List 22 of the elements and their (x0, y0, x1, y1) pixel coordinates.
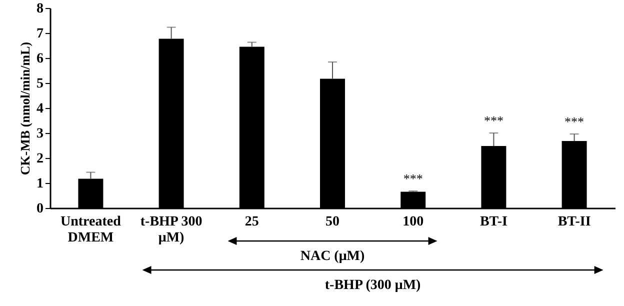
x-tick-label: Untreated DMEM (60, 214, 122, 246)
x-tick-label: BT-I (480, 214, 508, 230)
y-tick-label: 6 (36, 52, 44, 66)
y-tick-label: 8 (36, 2, 44, 16)
annotation: *** (484, 113, 504, 128)
y-tick-label: 5 (36, 76, 44, 92)
y-tick-label: 1 (36, 176, 44, 192)
y-tick-label: 3 (36, 126, 44, 142)
y-axis-title: CK-MB (nmol/min/mL) (18, 42, 32, 176)
text: NAC (μM) (300, 249, 365, 264)
x-tick-label: BT-II (558, 214, 591, 230)
x-tick-label: 25 (244, 214, 259, 230)
annotation: *** (403, 171, 423, 186)
y-tick-label: 0 (36, 202, 44, 216)
x-tick-label: t-BHP 300 μM) (140, 214, 202, 246)
y-tick-label: 7 (36, 26, 44, 42)
text: t-BHP (300 μM) (324, 278, 422, 293)
y-tick-label: 4 (36, 102, 44, 116)
x-tick-label: 50 (326, 214, 340, 230)
y-tick-label: 2 (36, 152, 44, 166)
x-tick-label: 100 (402, 214, 424, 230)
annotation: *** (564, 114, 584, 129)
